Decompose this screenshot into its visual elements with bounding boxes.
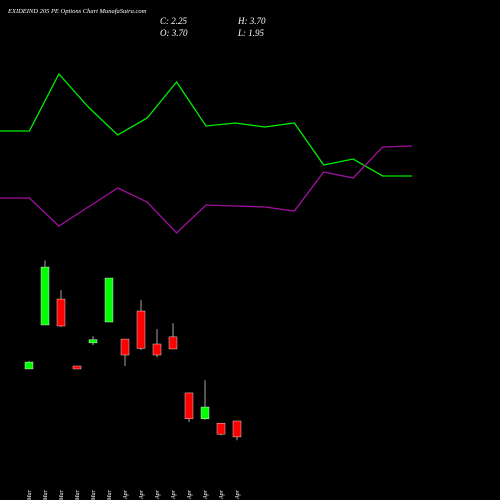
x-tick-label: 03 Apr [155, 489, 161, 500]
candle-body [56, 298, 66, 327]
candle-body [200, 406, 210, 419]
candle-body [168, 336, 178, 350]
x-tick-label: 08 Apr [203, 489, 209, 500]
candle-body [136, 310, 146, 349]
x-tick-label: 20 Mar [27, 489, 33, 500]
x-tick-label: 24 Mar [58, 489, 65, 500]
line-series [0, 145, 413, 234]
x-tick-label: 09 Apr [219, 489, 225, 500]
ohlc-label: O: 3.70 [160, 28, 188, 38]
ohlc-label: L: 1.95 [237, 28, 265, 38]
candle-body [40, 266, 50, 326]
candle-body [72, 365, 82, 370]
x-tick-label: 04 Apr [170, 489, 177, 500]
ohlc-label: C: 2.25 [160, 16, 188, 26]
x-tick-label: 25 Mar [75, 489, 81, 500]
candle-body [24, 361, 34, 370]
chart-title: EXIDEIND 205 PE Options Chart MunafaSutr… [7, 8, 147, 15]
x-tick-label: 27 Mar [107, 489, 113, 500]
ohlc-label: H: 3.70 [237, 16, 266, 26]
candle-body [104, 277, 114, 323]
candle-body [88, 339, 98, 344]
candle-body [232, 420, 242, 438]
x-tick-label: 02 Apr [139, 489, 145, 500]
candle-body [152, 343, 162, 356]
x-tick-label: 11 Apr [235, 489, 241, 500]
line-series [0, 72, 412, 177]
x-tick-label: 26 Mar [91, 489, 97, 500]
x-tick-label: 01 Apr [123, 489, 129, 500]
x-tick-label: 07 Apr [187, 489, 193, 500]
candle-body [184, 392, 194, 419]
candle-body [216, 422, 226, 435]
candle-body [120, 338, 130, 356]
x-tick-label: 21 Mar [43, 489, 49, 500]
